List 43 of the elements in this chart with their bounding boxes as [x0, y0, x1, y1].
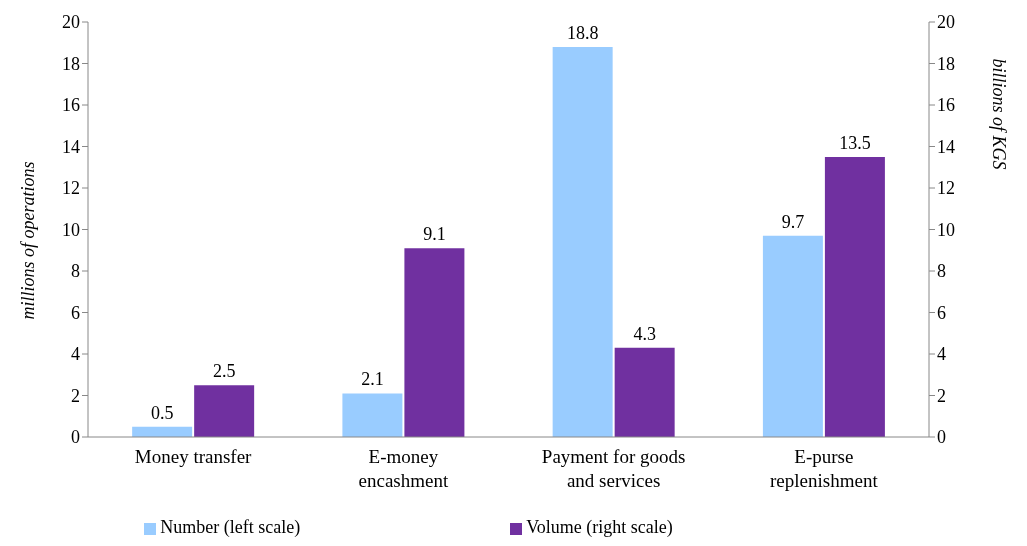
bar	[552, 46, 613, 437]
y2-tick-label: 14	[937, 136, 955, 157]
legend-label: Volume (right scale)	[526, 517, 673, 537]
y2-tick-label: 4	[937, 344, 946, 365]
x-tick-label: E-purse replenishment	[770, 446, 879, 491]
y-tick-label: 18	[62, 53, 80, 74]
data-label: 2.1	[361, 369, 384, 390]
data-label: 9.7	[781, 211, 805, 232]
x-tick-label: Payment for goods and services	[541, 446, 686, 491]
y2-tick-label: 0	[937, 427, 946, 448]
y2-tick-label: 2	[937, 385, 946, 406]
y-tick-label: 14	[62, 136, 80, 157]
y2-tick-label: 12	[937, 178, 955, 199]
y-axis-title: millions of operations	[18, 161, 39, 320]
x-tick-label: Money transfer	[134, 446, 253, 467]
legend-label: Number (left scale)	[160, 517, 301, 537]
y-tick-label: 4	[71, 344, 80, 365]
y-tick-label: 10	[62, 219, 80, 240]
y2-tick-label: 18	[937, 53, 955, 74]
y2-tick-label: 20	[937, 12, 955, 33]
data-label: 4.3	[633, 323, 656, 344]
y-tick-label: 6	[71, 302, 80, 323]
y-tick-label: 16	[62, 95, 80, 116]
y2-tick-label: 10	[937, 219, 955, 240]
x-tick-label: E-money encashment	[358, 446, 449, 491]
bar	[404, 248, 465, 437]
y-tick-label: 0	[71, 427, 80, 448]
y2-axis-title: billions of KGS	[988, 58, 1009, 170]
y-tick-label: 12	[62, 178, 80, 199]
y2-tick-label: 6	[937, 302, 946, 323]
y-tick-label: 20	[62, 12, 80, 33]
data-label: 13.5	[839, 132, 871, 153]
y2-tick-label: 16	[937, 95, 955, 116]
bar	[194, 385, 255, 437]
data-label: 9.1	[423, 224, 446, 245]
y2-tick-label: 8	[937, 261, 946, 282]
data-label: 0.5	[150, 402, 174, 423]
y-tick-label: 2	[71, 385, 80, 406]
bar	[342, 393, 403, 437]
y-tick-label: 8	[71, 261, 80, 282]
bar	[614, 347, 675, 437]
data-label: 18.8	[566, 22, 599, 43]
data-label: 2.5	[212, 361, 236, 382]
